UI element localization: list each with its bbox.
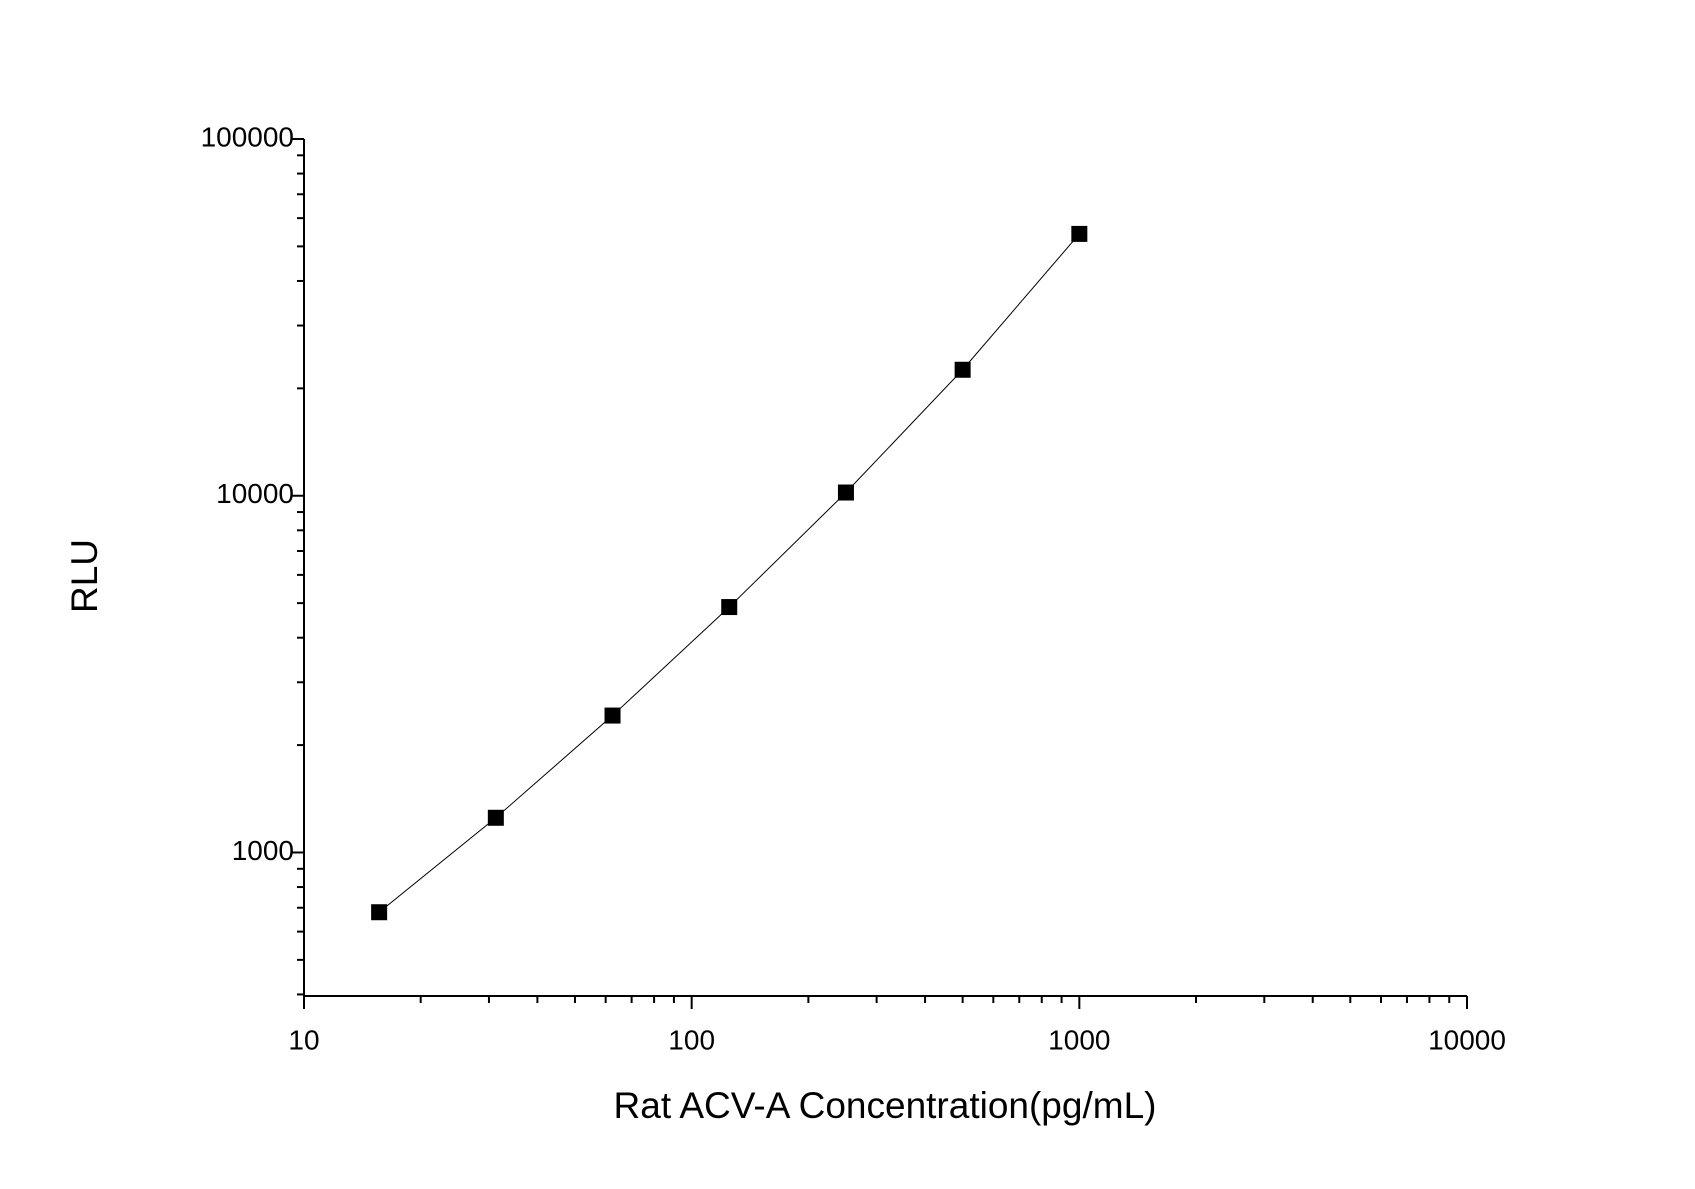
y-tick-label: 100000 (201, 121, 294, 152)
x-tick-label: 100 (668, 1024, 715, 1055)
x-axis-title: Rat ACV-A Concentration(pg/mL) (614, 1085, 1157, 1126)
data-point (721, 599, 738, 616)
x-tick-label: 10000 (1428, 1024, 1506, 1055)
data-point (837, 484, 854, 501)
x-tick-label: 1000 (1048, 1024, 1110, 1055)
y-axis-title: RLU (64, 539, 105, 613)
data-point (371, 904, 388, 921)
data-point (487, 809, 504, 826)
data-point (604, 707, 621, 724)
data-point (1071, 225, 1088, 242)
series-line (378, 233, 1080, 913)
y-tick-label: 10000 (216, 478, 294, 509)
y-tick-label: 1000 (232, 835, 294, 866)
data-point (954, 361, 971, 378)
x-tick-label: 10 (288, 1024, 319, 1055)
